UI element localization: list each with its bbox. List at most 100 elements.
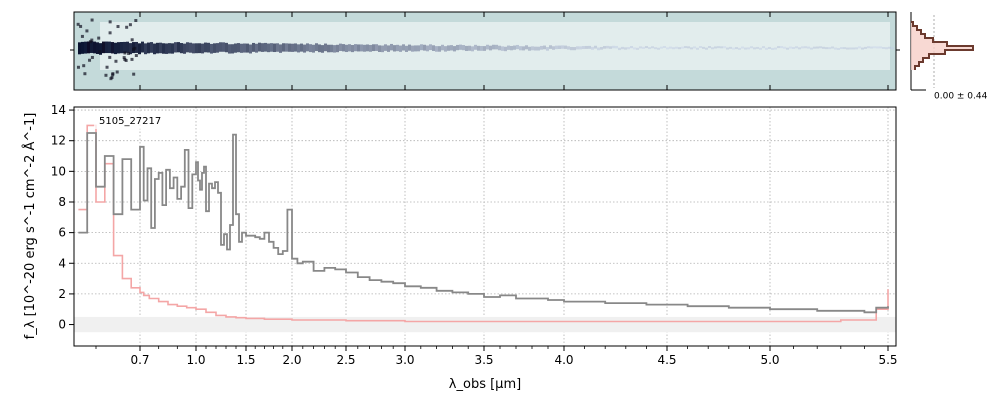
spectrum-2d-noise [135,54,138,57]
spectrum-2d-column [348,44,351,51]
spectrum-2d-column [804,46,807,48]
x-tick-label: 3.0 [395,353,414,367]
spectrum-2d-column [306,43,309,51]
spectrum-2d-column [525,45,528,49]
spectrum-2d-column [606,46,609,49]
spectrum-2d-column [612,46,615,48]
spectrum-1d-panel: 0.7 1.0 1.5 2.0 2.5 3.0 3.5 4.0 4.5 5.0 5.5 0 2 4 6 8 1… [22,103,898,392]
y-axis-label: f_λ [10^-20 erg s^-1 cm^-2 Å^-1] [22,113,38,340]
spectrum-2d-column [390,44,393,50]
spectrum-2d-column [207,43,210,53]
spectrum-2d-column [111,42,114,53]
spectrum-2d-column [624,47,627,49]
spectrum-2d-column [363,45,366,52]
spectrum-2d-column [114,43,117,54]
spectrum-2d-column [522,46,525,50]
spectrum-2d-column [468,46,471,51]
spectrum-2d-column [651,46,654,48]
y-axis-ticks: 02468101214 [51,103,74,331]
spectrum-2d-column [486,45,489,50]
spectrum-2d-column [315,43,318,51]
spectrum-2d-column [726,48,729,50]
spectrum-2d-column [690,47,693,49]
spectrum-2d-column [138,43,141,54]
spectrum-2d-column [507,46,510,50]
spectrum-2d-noise [88,59,91,62]
spectrum-2d-noise [79,25,82,28]
spectrum-2d-noise [85,29,88,32]
spectrum-2d-column [849,47,852,49]
spectrum-2d-noise [131,38,134,41]
spectrum-2d-column [429,44,432,50]
spectrum-2d-column [420,44,423,50]
spectrum-2d-column [102,42,105,54]
spectrum-2d-column [681,47,684,49]
x-axis-ticks: 0.7 1.0 1.5 2.0 2.5 3.0 3.5 4.0 4.5 5.0 5.5 [96,346,898,367]
x-tick-label: 2.0 [282,353,301,367]
spectrum-2d-column [528,47,531,51]
spectrum-2d-column [663,46,666,48]
spectrum-2d-column [555,46,558,49]
spectrum-2d-column [801,46,804,48]
spectrum-2d-column [627,47,630,49]
spectrum-2d-column [771,48,774,50]
spectrum-2d-noise [81,35,84,38]
spectrum-2d-column [291,44,294,52]
spectrum-2d-noise [77,66,80,69]
spectrum-2d-column [882,47,885,49]
spectrum-2d-column [267,44,270,53]
spectrum-2d-column [198,43,201,53]
y-tick-label: 4 [58,256,66,270]
spectrum-2d-column [492,45,495,50]
spectrum-2d-column [768,47,771,49]
spectrum-2d-column [684,46,687,48]
spectrum-2d-column [732,48,735,50]
spectrum-2d-column [345,45,348,52]
spectrum-2d-column [741,47,744,49]
spectrum-2d-column [573,47,576,50]
spectrum-2d-column [846,48,849,50]
spectrum-2d-column [843,47,846,49]
spectrum-2d-column [192,43,195,53]
spectrum-2d-column [183,44,186,54]
spectrum-2d-column [312,45,315,53]
spectrum-2d-column [474,45,477,50]
spectrum-2d-column [186,42,189,52]
spectrum-2d-column [471,46,474,51]
spectrum-2d-column [174,42,177,52]
spectrum-2d-column [450,45,453,50]
spectrum-2d-column [243,44,246,53]
spectrum-2d-column [744,48,747,50]
spectrum-2d-noise [106,66,109,69]
spectrum-2d-column [93,42,96,54]
spectrum-2d-column [126,42,129,53]
spectrum-2d-column [861,48,864,50]
spectrum-2d-noise [125,26,128,29]
spectrum-2d-column [828,47,831,49]
spectrum-2d-column [591,47,594,50]
spectrum-2d-noise [109,20,112,23]
x-tick-label: 3.5 [474,353,493,367]
y-tick-label: 6 [58,226,66,240]
spectrum-2d-column [276,43,279,51]
spectrum-2d-column [366,44,369,51]
spectrum-2d-column [321,45,324,53]
spectrum-2d-column [459,45,462,50]
spectrum-2d-column [648,47,651,49]
spectrum-2d-panel [70,12,900,90]
plot-area [74,107,896,346]
spectrum-2d-column [609,46,612,49]
spectrum-2d-column [618,48,621,50]
spectrum-2d-column [318,44,321,52]
spectrum-2d-column [408,45,411,51]
spectrum-2d-column [144,43,147,54]
spectrum-2d-column [78,42,81,54]
spectrum-2d-column [180,43,183,53]
spectrum-2d-column [246,44,249,53]
spectrum-2d-column [723,46,726,48]
spectrum-2d-column [384,44,387,51]
spectrum-2d-noise [110,76,113,79]
spectrum-2d-column [480,46,483,51]
spectrum-2d-column [327,45,330,53]
